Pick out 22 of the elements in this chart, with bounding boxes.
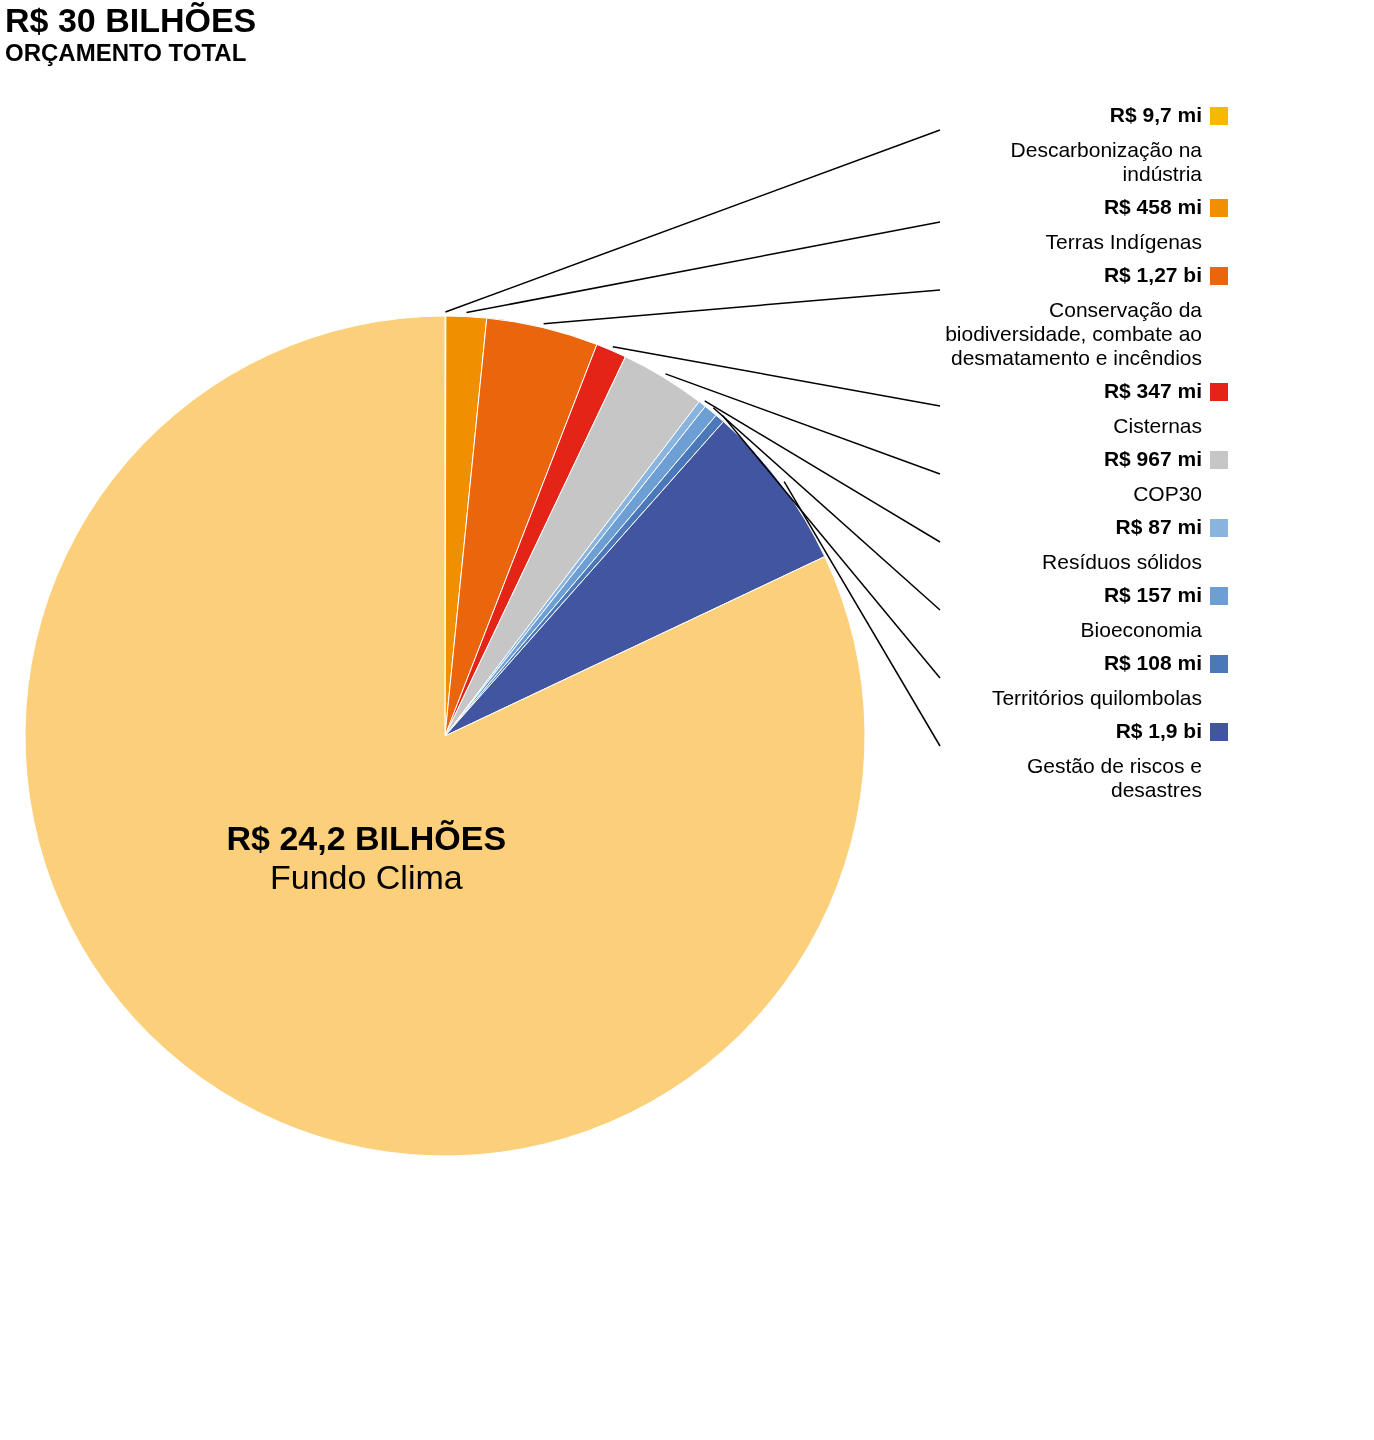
chart-subtitle: ORÇAMENTO TOTAL [5,39,247,66]
data-label: R$ 347 mi [1103,379,1202,402]
data-label: R$ 1,9 bi [1115,719,1202,742]
chart-title: R$ 30 BILHÕES [5,1,257,39]
data-label: R$ 108 mi [1103,651,1202,674]
legend-label: Resíduos sólidos [1042,550,1202,573]
legend-label: Bioeconomia [1080,618,1203,641]
slice-label: Fundo Clima [269,858,463,897]
legend-label: Cisternas [1113,414,1202,437]
legend-label: Territórios quilombolas [991,686,1202,709]
data-label: R$ 157 mi [1103,583,1202,606]
legend-label: COP30 [1133,482,1202,505]
data-label: R$ 458 mi [1103,195,1202,218]
legend-label: Gestão de riscos e desastres [1026,754,1202,801]
legend-label: Terras Indígenas [1045,230,1202,253]
data-label: R$ 87 mi [1115,515,1202,538]
legend-label: Descarbonização na indústria [1010,138,1203,185]
data-label: R$ 1,27 bi [1103,263,1202,286]
legend-label: Conservação da biodiversidade, combate ao desmatamento e incêndios [945,298,1203,369]
data-label: R$ 9,7 mi [1109,103,1202,126]
data-label: R$ 24,2 BILHÕES [226,819,507,858]
data-label: R$ 967 mi [1103,447,1202,470]
